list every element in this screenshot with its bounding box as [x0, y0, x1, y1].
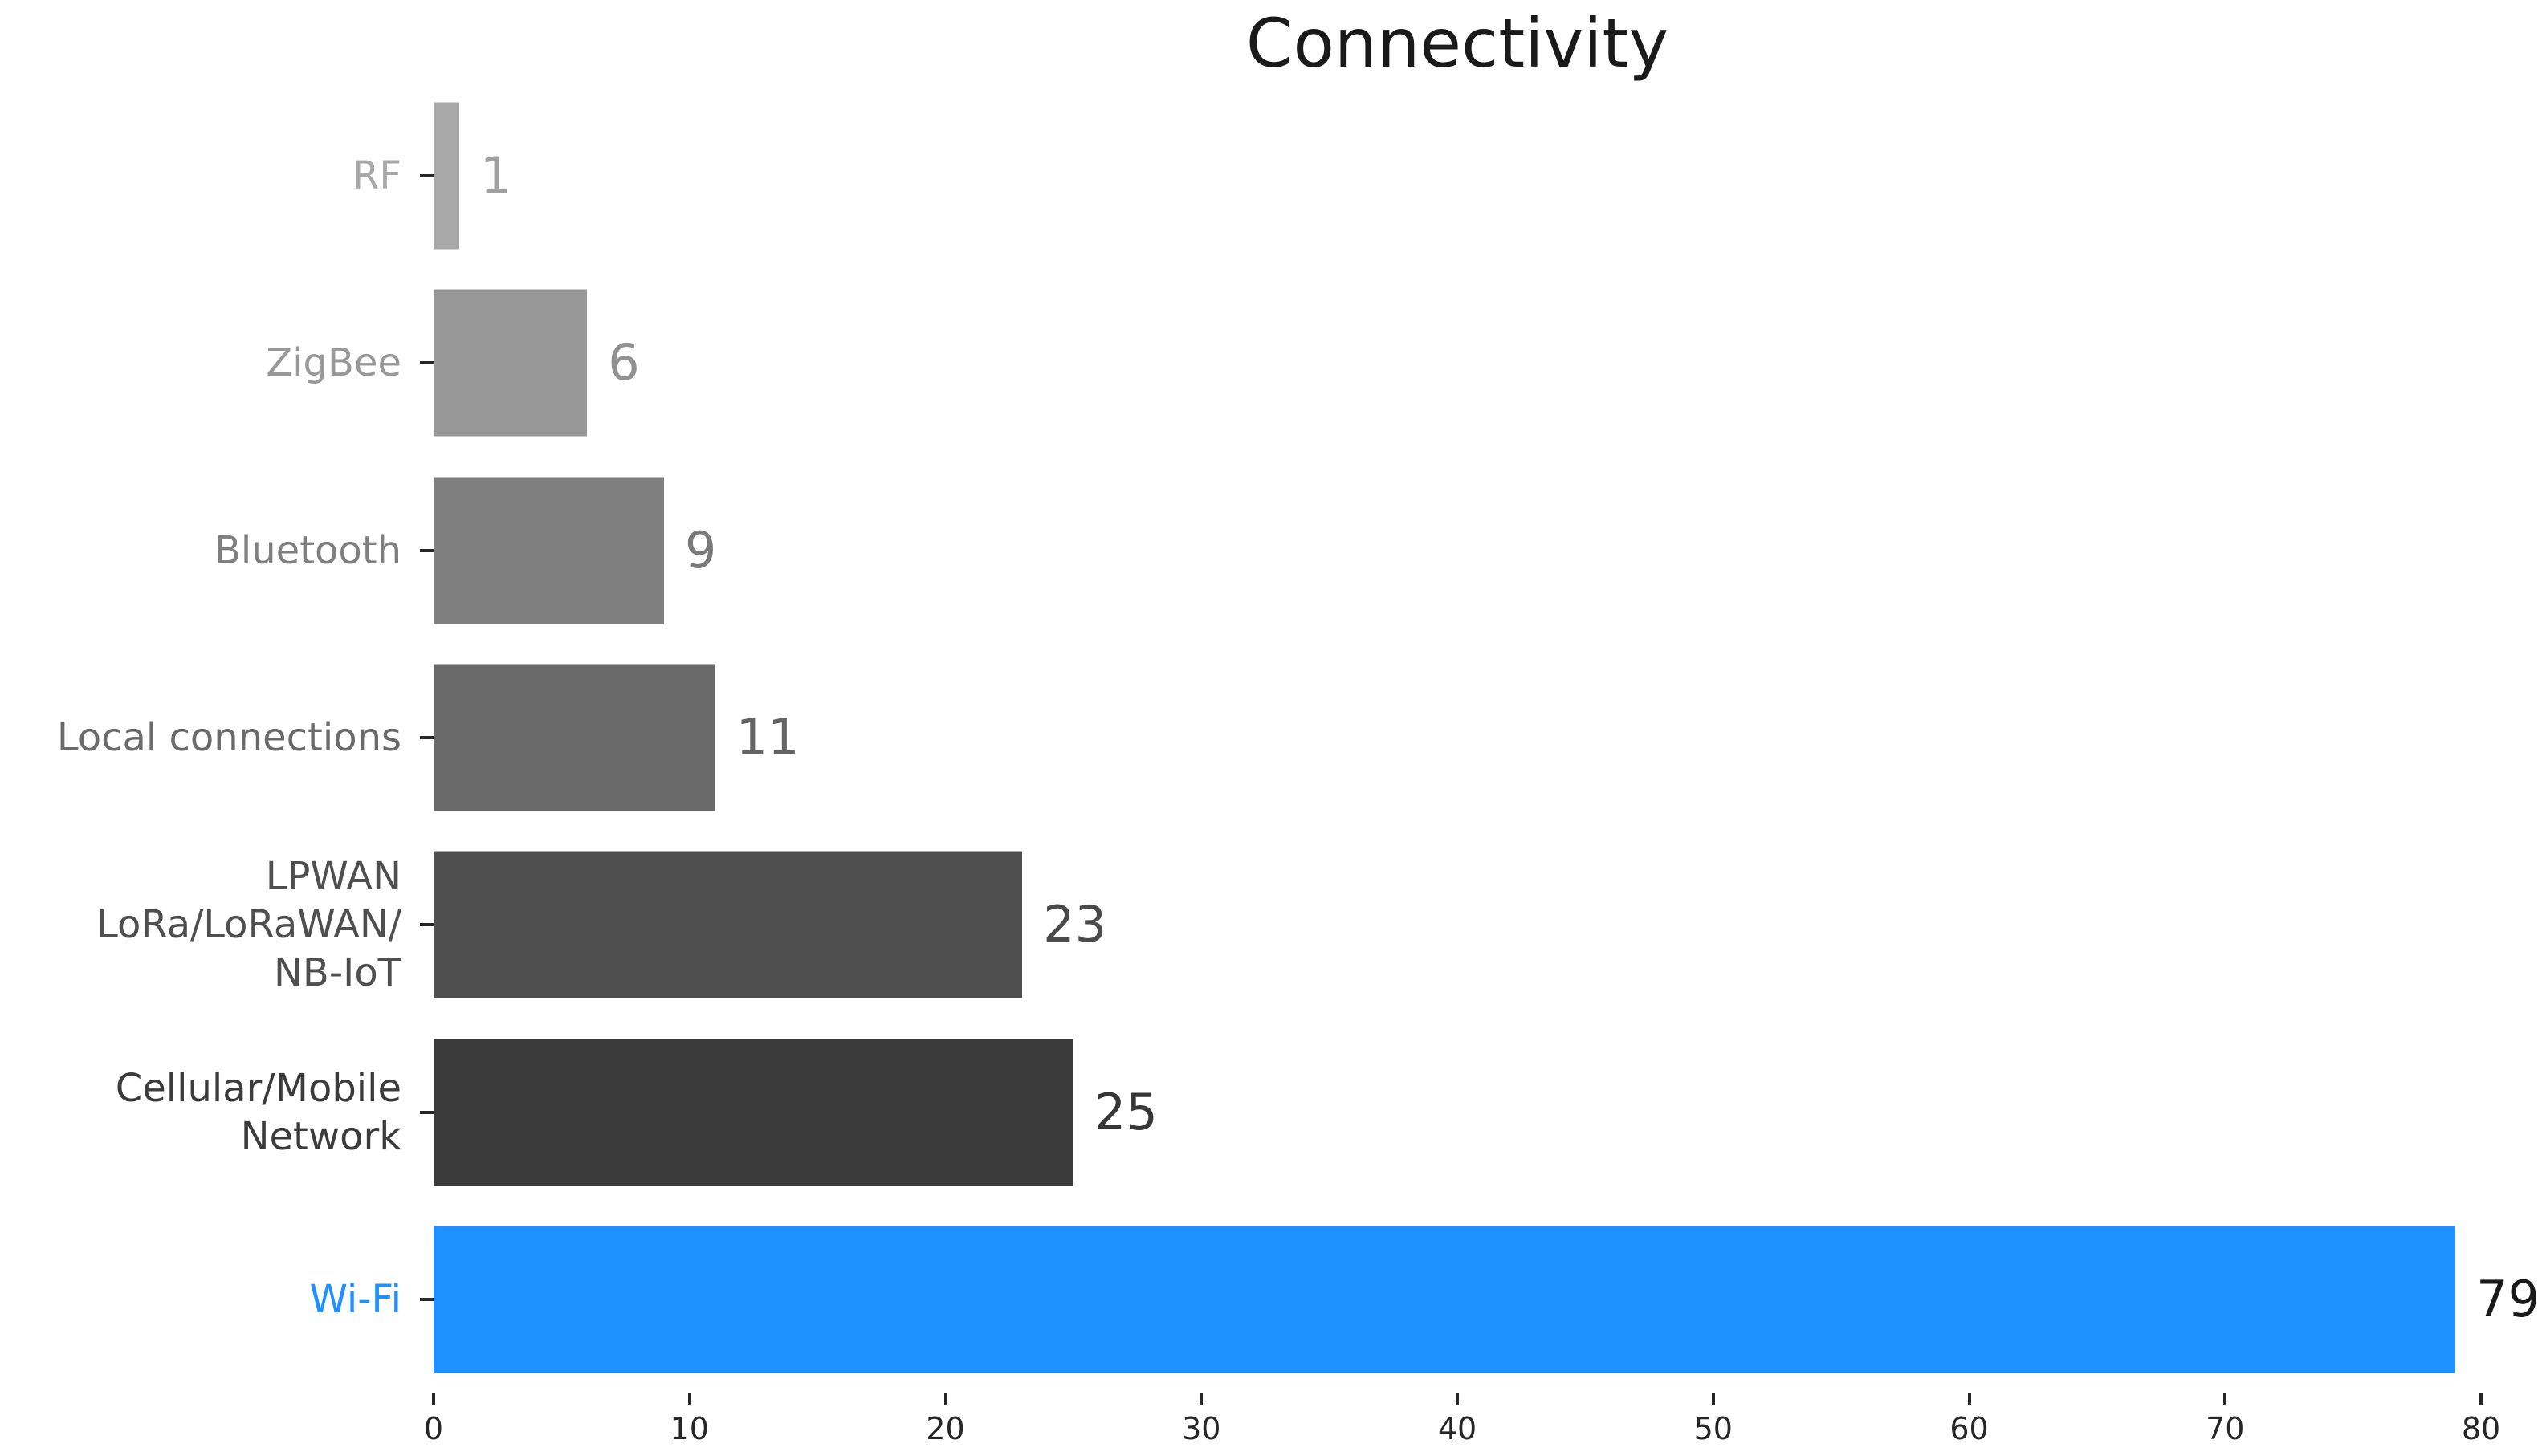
value-label: 79 [2476, 1270, 2538, 1329]
x-tick-label: 60 [1949, 1411, 1989, 1446]
y-tick-mark [420, 923, 434, 927]
x-tick-mark [2479, 1393, 2483, 1405]
y-tick-label: RF [352, 153, 401, 198]
x-tick-mark [1967, 1393, 1971, 1405]
value-label: 25 [1094, 1082, 1158, 1141]
x-tick-label: 20 [926, 1411, 965, 1446]
x-axis: 0 10 20 30 40 50 60 70 80 [424, 1393, 2500, 1456]
chart-title: Connectivity [1245, 4, 1669, 83]
y-tick-label: LPWAN LoRa/LoRaWAN/ NB-IoT [96, 854, 401, 996]
bar-row: RF 1 [0, 82, 2538, 269]
x-tick-mark [1456, 1393, 1459, 1405]
value-label: 23 [1043, 895, 1107, 954]
bar-row: LPWAN LoRa/LoRaWAN/ NB-IoT 23 [0, 832, 2538, 1019]
y-tick-mark [420, 735, 434, 739]
y-tick-label: Bluetooth [214, 527, 401, 573]
x-tick-mark [1200, 1393, 1204, 1405]
bar [434, 851, 1023, 998]
x-tick-mark [1711, 1393, 1715, 1405]
y-tick-label: Local connections [56, 714, 401, 760]
bar-row: ZigBee 6 [0, 269, 2538, 456]
x-tick-label: 10 [670, 1411, 709, 1446]
x-tick-label: 70 [2206, 1411, 2245, 1446]
x-tick-mark [2223, 1393, 2227, 1405]
bar [434, 477, 664, 624]
value-label: 11 [735, 707, 800, 767]
bar-row: Cellular/Mobile Network 25 [0, 1019, 2538, 1206]
x-tick-mark [687, 1393, 691, 1405]
bar [434, 289, 588, 437]
x-tick-mark [943, 1393, 947, 1405]
value-label: 9 [684, 520, 717, 580]
x-tick-label: 50 [1693, 1411, 1733, 1446]
y-tick-label: Cellular/Mobile Network [115, 1065, 401, 1159]
x-tick-label: 80 [2461, 1411, 2501, 1446]
x-tick-label: 30 [1182, 1411, 1221, 1446]
value-label: 1 [479, 145, 512, 205]
y-tick-mark [420, 173, 434, 177]
bar-row: Wi-Fi 79 [0, 1206, 2538, 1393]
bar [434, 1039, 1073, 1186]
bar [434, 1226, 2456, 1373]
x-tick-label: 40 [1437, 1411, 1477, 1446]
y-tick-mark [420, 361, 434, 365]
y-tick-label: Wi-Fi [309, 1277, 401, 1323]
y-tick-mark [420, 1110, 434, 1114]
y-tick-label: ZigBee [266, 340, 401, 386]
x-tick-mark [432, 1393, 435, 1405]
bar [434, 664, 715, 811]
y-tick-mark [420, 1298, 434, 1302]
bar [434, 102, 459, 250]
bar-row: Local connections 11 [0, 644, 2538, 831]
x-tick-label: 0 [423, 1411, 444, 1446]
bar-row: Bluetooth 9 [0, 457, 2538, 644]
plot-area: RF 1 ZigBee 6 Bluetooth 9 Local connections 11 L… [0, 82, 2538, 1393]
y-tick-mark [420, 548, 434, 552]
value-label: 6 [608, 333, 640, 392]
